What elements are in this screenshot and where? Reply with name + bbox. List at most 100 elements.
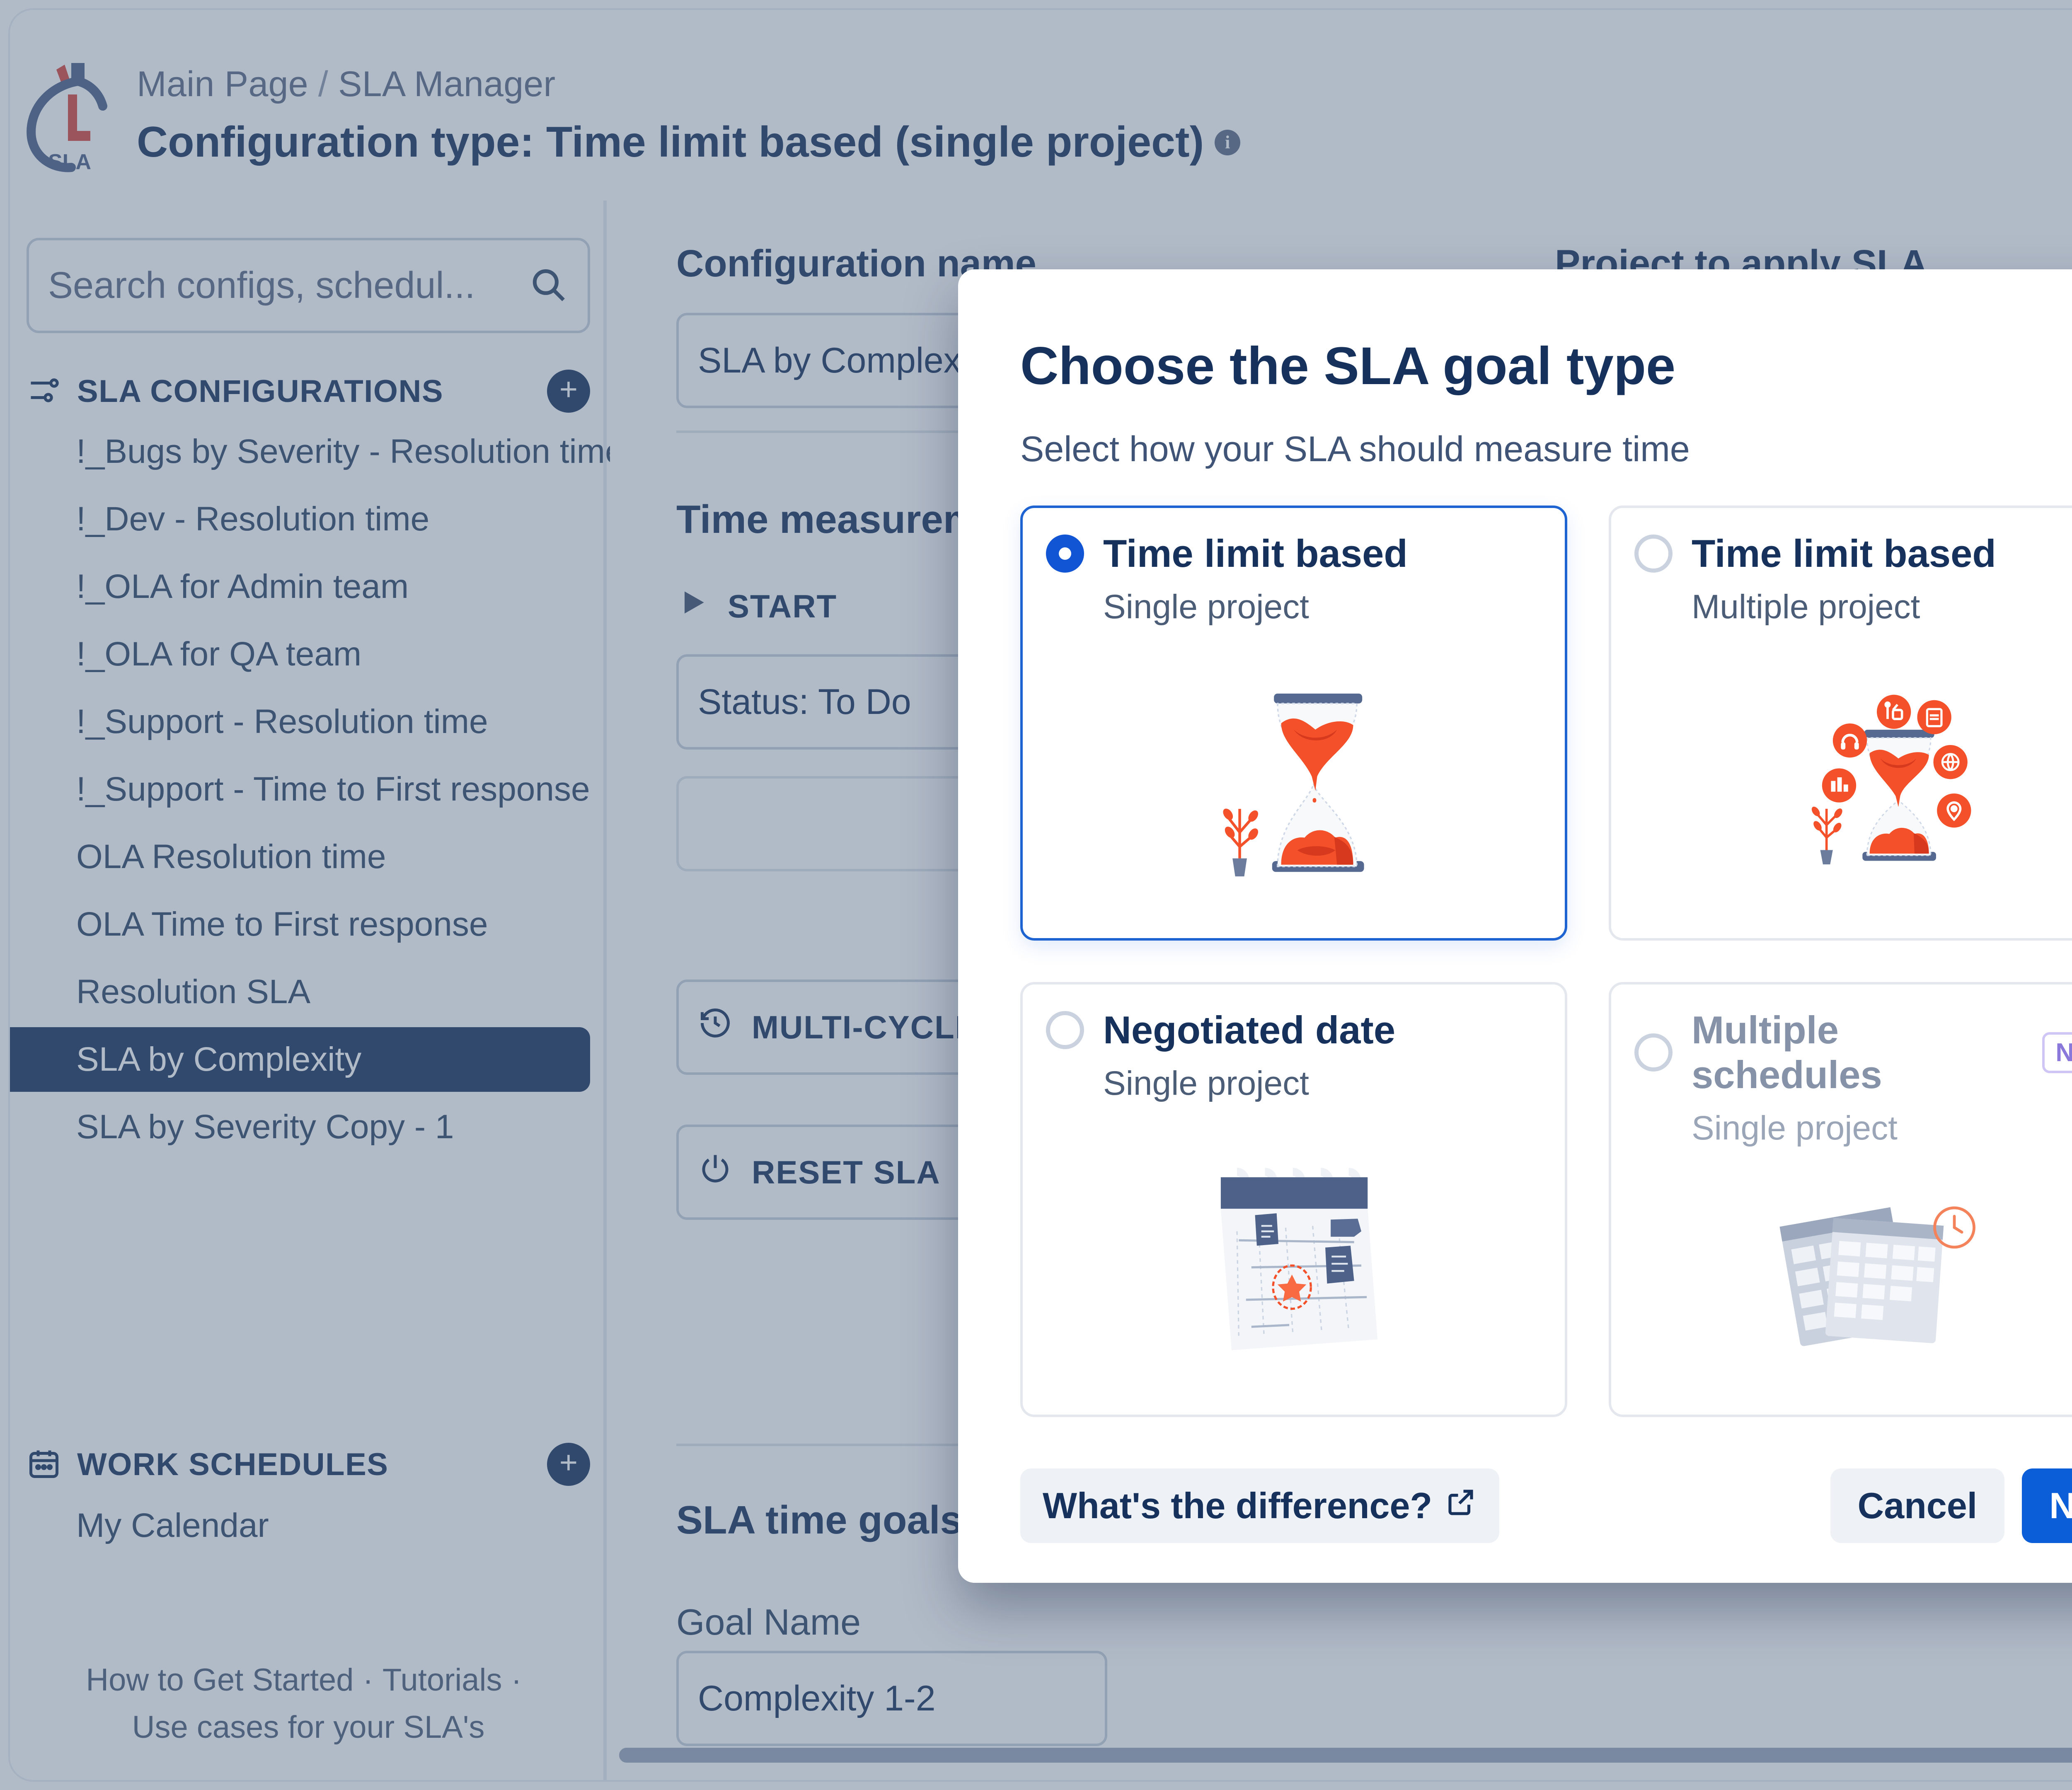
svg-text:SLA: SLA (48, 150, 91, 172)
option-subtitle: Single project (1103, 1064, 1309, 1102)
breadcrumb-main-page[interactable]: Main Page (137, 64, 308, 104)
option-title: Time limit based (1103, 532, 1408, 575)
reset-sla-label: RESET SLA (752, 1154, 941, 1190)
sidebar-footer: How to Get Started · Tutorials · Use cases … (10, 1657, 607, 1751)
option-title: Multiple schedules (1692, 1008, 1882, 1096)
sidebar: Search configs, schedul... SLA CONFI (10, 201, 624, 1780)
scrollbar-thumb[interactable] (619, 1748, 2072, 1763)
radio-button[interactable] (1634, 1033, 1673, 1072)
search-input[interactable]: Search configs, schedul... (27, 238, 590, 333)
stacked-calendars-illustration (1634, 1148, 2072, 1415)
sidebar-item-support-resolution[interactable]: !_Support - Resolution time (10, 689, 590, 754)
cancel-button[interactable]: Cancel (1830, 1468, 2005, 1543)
option-title: Negotiated date (1103, 1008, 1396, 1052)
sidebar-item-ola-first-response[interactable]: OLA Time to First response (10, 892, 590, 957)
play-icon (676, 586, 709, 627)
power-icon (698, 1151, 733, 1194)
breadcrumb: Main Page / SLA Manager (137, 64, 556, 105)
sidebar-section-label: WORK SCHEDULES (77, 1447, 389, 1482)
goal-name-label: Goal Name (676, 1601, 861, 1642)
sidebar-item-label: OLA Time to First response (76, 905, 488, 943)
hourglass-illustration (1046, 626, 1542, 938)
whats-the-difference-label: What's the difference? (1043, 1485, 1433, 1526)
option-header: Negotiated date (1046, 1008, 1542, 1052)
start-header: START (676, 586, 1530, 627)
sidebar-item-ola-admin[interactable]: !_OLA for Admin team (10, 554, 590, 619)
next-button[interactable]: Next (2022, 1468, 2072, 1543)
sidebar-item-ola-resolution[interactable]: OLA Resolution time (10, 825, 590, 889)
sidebar-section-sla-configurations: SLA CONFIGURATIONS + (27, 366, 590, 416)
radio-button[interactable] (1046, 1011, 1084, 1049)
top-bar: SLA Main Page / SLA Manager Configuratio… (10, 10, 2072, 201)
goal-name-value: Complexity 1-2 (698, 1678, 936, 1718)
sidebar-item-label: My Calendar (76, 1507, 269, 1544)
search-placeholder: Search configs, schedul... (48, 264, 475, 306)
sidebar-item-label: !_OLA for Admin team (76, 568, 409, 605)
option-subtitle: Single project (1692, 1109, 1898, 1147)
hourglass-with-icons-illustration (1634, 626, 2072, 938)
option-title: Time limit based (1692, 532, 1996, 575)
search-icon (528, 264, 569, 307)
external-link-icon (1445, 1485, 1477, 1527)
option-negotiated-date[interactable]: Negotiated date Single project (1020, 982, 1567, 1417)
history-clock-icon (698, 1006, 733, 1049)
option-header: Time limit based (1634, 531, 2072, 576)
sidebar-section-label: SLA CONFIGURATIONS (77, 373, 444, 409)
dialog-subtitle: Select how your SLA should measure time (1020, 429, 1690, 469)
sidebar-item-label: !_Bugs by Severity - Resolution time (76, 433, 624, 470)
sidebar-item-label: !_Dev - Resolution time (76, 500, 430, 538)
whats-the-difference-button[interactable]: What's the difference? (1020, 1468, 1500, 1543)
dialog-title: Choose the SLA goal type (1020, 336, 1676, 396)
radio-button[interactable] (1634, 535, 1673, 573)
status-badge-new: NEW (2042, 1032, 2072, 1073)
option-multiple-schedules[interactable]: Multiple schedules NEW Single project (1609, 982, 2072, 1417)
sidebar-item-my-calendar[interactable]: My Calendar (10, 1493, 590, 1558)
option-header: Time limit based (1046, 531, 1542, 576)
goal-name-input[interactable]: Complexity 1-2 (676, 1651, 1107, 1746)
footer-link-how-to-get-started[interactable]: How to Get Started (86, 1662, 354, 1698)
start-value: Status: To Do (698, 682, 911, 722)
sidebar-item-bugs-by-severity[interactable]: !_Bugs by Severity - Resolution time (10, 419, 624, 484)
sidebar-item-resolution-sla[interactable]: Resolution SLA (10, 960, 590, 1024)
add-work-schedule-button[interactable]: + (547, 1443, 590, 1486)
horizontal-scrollbar[interactable] (619, 1748, 2072, 1763)
footer-separator: · (363, 1662, 373, 1698)
option-time-limit-single[interactable]: Time limit based Single project (1020, 506, 1567, 941)
sidebar-item-ola-qa[interactable]: !_OLA for QA team (10, 622, 590, 687)
sidebar-item-label: !_OLA for QA team (76, 635, 362, 673)
sidebar-item-label: !_Support - Resolution time (76, 703, 488, 740)
footer-link-tutorials[interactable]: Tutorials (382, 1662, 502, 1698)
option-time-limit-multiple[interactable]: Time limit based Multiple project (1609, 506, 2072, 941)
goal-type-options: Time limit based Single project (1020, 506, 2072, 1417)
breadcrumb-separator: / (318, 64, 329, 104)
sidebar-item-sla-by-complexity[interactable]: SLA by Complexity (10, 1027, 590, 1092)
sidebar-item-label: !_Support - Time to First response (76, 770, 590, 808)
sidebar-item-dev-resolution[interactable]: !_Dev - Resolution time (10, 487, 590, 552)
option-header: Multiple schedules NEW (1634, 1008, 2072, 1097)
breadcrumb-sla-manager[interactable]: SLA Manager (338, 64, 556, 104)
sidebar-item-label: OLA Resolution time (76, 838, 386, 876)
dialog-footer: What's the difference? Cancel Next (1020, 1468, 2072, 1543)
sla-logo: SLA (20, 48, 119, 174)
footer-link-use-cases[interactable]: Use cases for your SLA's (132, 1710, 485, 1745)
add-sla-configuration-button[interactable]: + (547, 370, 590, 413)
sidebar-section-work-schedules: WORK SCHEDULES + (27, 1439, 590, 1489)
sla-goal-type-dialog: Choose the SLA goal type Select how your… (958, 269, 2072, 1583)
sidebar-item-label: SLA by Complexity (76, 1040, 362, 1078)
start-label: START (728, 588, 838, 624)
calendar-illustration (1046, 1103, 1542, 1415)
option-subtitle: Multiple project (1692, 588, 1920, 626)
config-name-value: SLA by Complexity (698, 340, 997, 380)
sidebar-item-support-first-response[interactable]: !_Support - Time to First response (10, 757, 590, 822)
radio-button[interactable] (1046, 535, 1084, 573)
page-title: Configuration type: Time limit based (si… (137, 118, 1241, 167)
sidebar-item-sla-by-severity-copy[interactable]: SLA by Severity Copy - 1 (10, 1095, 590, 1159)
sidebar-item-label: Resolution SLA (76, 973, 311, 1011)
info-icon[interactable]: i (1215, 129, 1241, 155)
option-subtitle: Single project (1103, 588, 1309, 626)
sidebar-item-label: SLA by Severity Copy - 1 (76, 1108, 454, 1146)
sla-time-goals-label: SLA time goals (676, 1498, 962, 1542)
calendar-icon (27, 1446, 61, 1483)
page-title-text: Configuration type: Time limit based (si… (137, 118, 1204, 166)
